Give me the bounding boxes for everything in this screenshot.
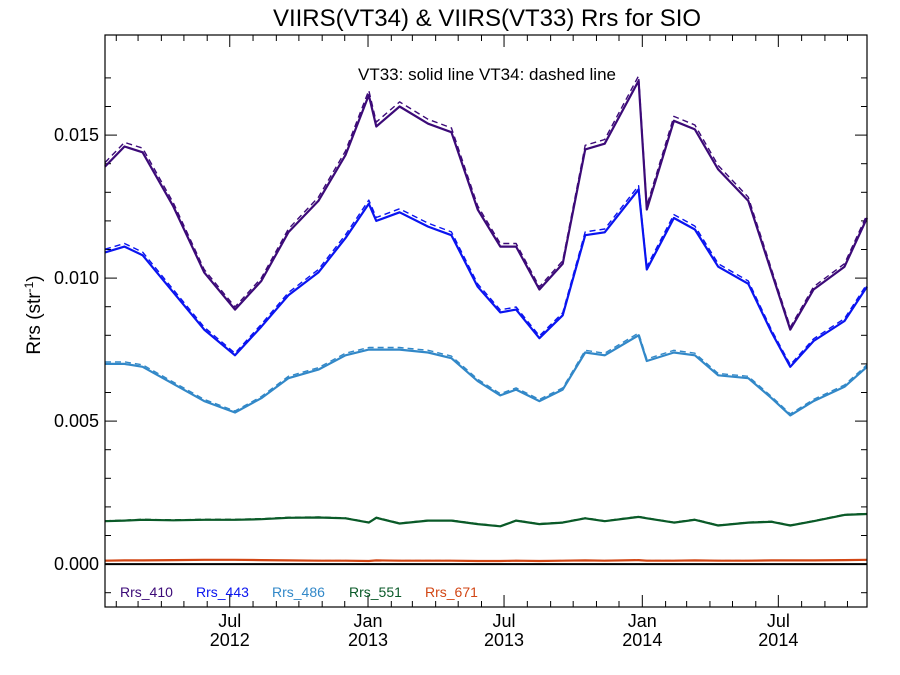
x-tick-month: Jan <box>354 611 383 631</box>
y-axis-label-text: Rrs (str <box>24 292 45 355</box>
legend-entry-rrs-410: Rrs_410 <box>120 584 173 600</box>
series-line-rrs-410-vt34 <box>104 75 868 328</box>
series-line-rrs-443-vt34 <box>104 184 868 366</box>
legend: Rrs_410 Rrs_443 Rrs_486 Rrs_551 Rrs_671 <box>120 584 478 600</box>
y-axis-label-sup: -1 <box>22 281 36 292</box>
chart-title: VIIRS(VT34) & VIIRS(VT33) Rrs for SIO <box>273 5 701 32</box>
x-tick-month: Jan <box>628 611 657 631</box>
x-tick-year: 2014 <box>758 630 798 650</box>
x-tick-month: Jul <box>218 611 241 631</box>
series-line-rrs-410-vt33 <box>104 79 868 331</box>
legend-entry-rrs-551: Rrs_551 <box>349 584 402 600</box>
legend-entry-rrs-671: Rrs_671 <box>425 584 478 600</box>
axes-layer: 0.0000.0050.0100.015Jul2012Jan2013Jul201… <box>54 35 867 650</box>
x-tick-year: 2013 <box>348 630 388 650</box>
series-line-rrs-486-vt34 <box>105 332 868 415</box>
line-style-annotation: VT33: solid line VT34: dashed line <box>358 65 616 84</box>
series-line-rrs-486-vt33 <box>105 334 868 417</box>
series-line-rrs-671-vt34 <box>104 559 868 562</box>
y-tick-label: 0.000 <box>54 554 99 574</box>
series-layer <box>104 75 868 563</box>
x-tick-year: 2012 <box>210 630 250 650</box>
series-line-rrs-443-vt33 <box>104 188 868 368</box>
y-axis-label: Rrs (str-1) <box>22 275 45 354</box>
y-tick-label: 0.010 <box>54 268 99 288</box>
x-tick-month: Jul <box>493 611 516 631</box>
y-tick-label: 0.015 <box>54 125 99 145</box>
series-line-rrs-551-vt34 <box>104 512 868 527</box>
legend-entry-rrs-443: Rrs_443 <box>196 584 249 600</box>
x-tick-year: 2013 <box>484 630 524 650</box>
x-tick-year: 2014 <box>622 630 662 650</box>
x-tick-month: Jul <box>767 611 790 631</box>
legend-entry-rrs-486: Rrs_486 <box>272 584 325 600</box>
y-axis-label-close: ) <box>24 275 45 281</box>
plot-frame <box>104 34 868 608</box>
y-tick-label: 0.005 <box>54 411 99 431</box>
